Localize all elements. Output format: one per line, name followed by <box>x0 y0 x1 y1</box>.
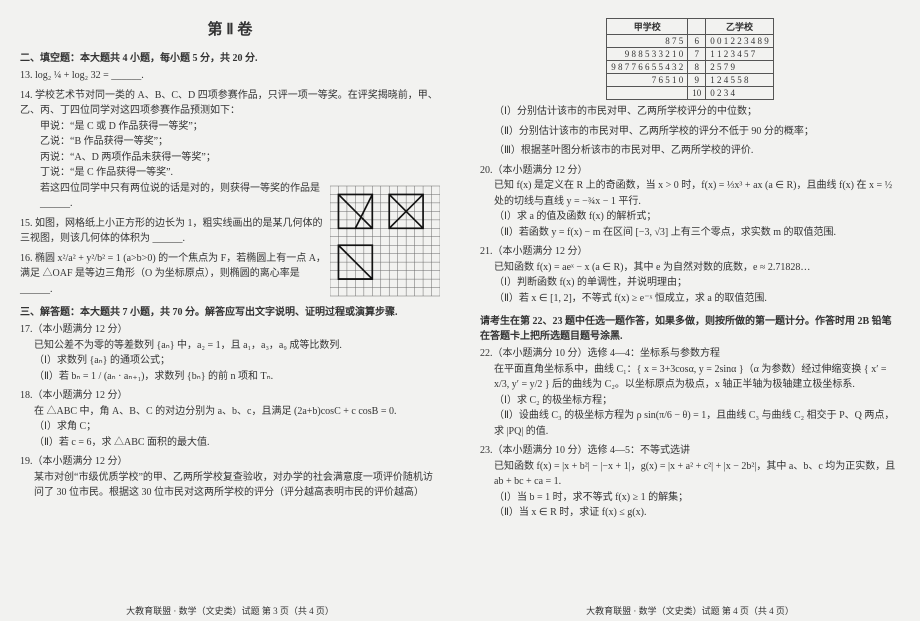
q19-ii: （Ⅱ）分别估计该市的市民对甲、乙两所学校的评分不低于 90 分的概率； <box>494 124 900 140</box>
q23: 23.（本小题满分 10 分）选修 4—5：不等式选讲 已知函数 f(x) = … <box>480 443 900 521</box>
q19-iii: （Ⅲ）根据茎叶图分析该市的市民对甲、乙两所学校的评价. <box>494 143 900 159</box>
table-row: 100 2 3 4 <box>607 87 774 100</box>
q20-i: （Ⅰ）求 a 的值及函数 f(x) 的解析式； <box>494 209 900 225</box>
q14-lead: 14. 学校艺术节对同一类的 A、B、C、D 四项参赛作品，只评一项一等奖。在评… <box>20 88 440 119</box>
choice-instruction: 请考生在第 22、23 题中任选一题作答，如果多做，则按所做的第一题计分。作答时… <box>480 312 900 342</box>
table-row: 8 7 560 0 1 2 2 3 4 8 9 <box>607 35 774 48</box>
q20: 20.（本小题满分 12 分） 已知 f(x) 是定义在 R 上的奇函数，当 x… <box>480 163 900 241</box>
q23-i: （Ⅰ）当 b = 1 时，求不等式 f(x) ≥ 1 的解集； <box>494 490 900 506</box>
q17-i: （Ⅰ）求数列 {aₙ} 的通项公式； <box>34 353 440 369</box>
table-row: 7 6 5 1 091 2 4 5 5 8 <box>607 74 774 87</box>
q23-body: 已知函数 f(x) = |x + b²| − |−x + 1|，g(x) = |… <box>494 459 900 490</box>
q23-ii: （Ⅱ）当 x ∈ R 时，求证 f(x) ≤ g(x). <box>494 505 900 521</box>
q20-ii: （Ⅱ）若函数 y = f(x) − m 在区间 [−3, √3] 上有三个零点，… <box>494 225 900 241</box>
three-view-figure <box>330 181 440 301</box>
q23-head: 23.（本小题满分 10 分）选修 4—5：不等式选讲 <box>480 443 900 459</box>
q19: 19.（本小题满分 12 分） 某市对创“市级优质学校”的甲、乙两所学校复查验收… <box>20 454 440 501</box>
q20-body: 已知 f(x) 是定义在 R 上的奇函数，当 x > 0 时，f(x) = ⅓x… <box>494 178 900 209</box>
q17-body: 已知公差不为零的等差数列 {aₙ} 中，a₂ = 1，且 a₁，a₃，a₉ 成等… <box>34 338 440 354</box>
sl-head-stem <box>688 19 706 35</box>
sl-head-right: 乙学校 <box>706 19 774 35</box>
q14-bing: 丙说：“A、D 两项作品未获得一等奖”； <box>40 150 440 166</box>
q21: 21.（本小题满分 12 分） 已知函数 f(x) = aeˣ − x (a ∈… <box>480 244 900 306</box>
q18-i: （Ⅰ）求角 C； <box>34 419 440 435</box>
sl-head-left: 甲学校 <box>607 19 688 35</box>
q18: 18.（本小题满分 12 分） 在 △ABC 中，角 A、B、C 的对边分别为 … <box>20 388 440 450</box>
q21-head: 21.（本小题满分 12 分） <box>480 244 900 260</box>
q22: 22.（本小题满分 10 分）选修 4—4：坐标系与参数方程 在平面直角坐标系中… <box>480 346 900 439</box>
table-row: 9 8 7 7 6 6 5 5 4 3 282 5 7 9 <box>607 61 774 74</box>
q22-body: 在平面直角坐标系中，曲线 C₁：{ x = 3+3cosα, y = 2sinα… <box>494 362 900 393</box>
q14: 14. 学校艺术节对同一类的 A、B、C、D 四项参赛作品，只评一项一等奖。在评… <box>20 88 440 212</box>
q18-ii: （Ⅱ）若 c = 6，求 △ABC 面积的最大值. <box>34 435 440 451</box>
page-4: 甲学校 乙学校 8 7 560 0 1 2 2 3 4 8 9 9 8 8 5 … <box>460 0 920 621</box>
footer-left: 大教育联盟 · 数学（文史类）试题 第 3 页（共 4 页） <box>0 604 460 617</box>
q22-head: 22.（本小题满分 10 分）选修 4—4：坐标系与参数方程 <box>480 346 900 362</box>
q18-head: 18.（本小题满分 12 分） <box>20 388 440 404</box>
q22-ii: （Ⅱ）设曲线 C₃ 的极坐标方程为 ρ sin(π/6 − θ) = 1，且曲线… <box>494 408 900 439</box>
q21-i: （Ⅰ）判断函数 f(x) 的单调性，并说明理由； <box>494 275 900 291</box>
section-3-heading: 三、解答题：本大题共 7 小题，共 70 分。解答应写出文字说明、证明过程或演算… <box>20 303 440 318</box>
q17-head: 17.（本小题满分 12 分） <box>20 322 440 338</box>
table-row: 9 8 8 5 3 3 2 1 071 1 2 3 4 5 7 <box>607 48 774 61</box>
q17-ii: （Ⅱ）若 bₙ = 1 / (aₙ · aₙ₊₁)，求数列 {bₙ} 的前 n … <box>34 369 440 385</box>
q21-ii: （Ⅱ）若 x ∈ [1, 2]，不等式 f(x) ≥ e⁻ˣ 恒成立，求 a 的… <box>494 291 900 307</box>
q20-head: 20.（本小题满分 12 分） <box>480 163 900 179</box>
paper-title: 第 Ⅱ 卷 <box>20 18 440 39</box>
footer-right: 大教育联盟 · 数学（文史类）试题 第 4 页（共 4 页） <box>460 604 920 617</box>
q14-ding: 丁说：“是 C 作品获得一等奖”. <box>40 165 440 181</box>
q19-head: 19.（本小题满分 12 分） <box>20 454 440 470</box>
q21-body: 已知函数 f(x) = aeˣ − x (a ∈ R)，其中 e 为自然对数的底… <box>494 260 900 276</box>
section-2-heading: 二、填空题：本大题共 4 小题，每小题 5 分，共 20 分. <box>20 49 440 64</box>
q22-i: （Ⅰ）求 C₂ 的极坐标方程； <box>494 393 900 409</box>
stem-leaf-table: 甲学校 乙学校 8 7 560 0 1 2 2 3 4 8 9 9 8 8 5 … <box>606 18 774 100</box>
q14-jia: 甲说：“是 C 或 D 作品获得一等奖”； <box>40 119 440 135</box>
page-3: 第 Ⅱ 卷 二、填空题：本大题共 4 小题，每小题 5 分，共 20 分. 13… <box>0 0 460 621</box>
q18-body: 在 △ABC 中，角 A、B、C 的对边分别为 a、b、c，且满足 (2a+b)… <box>34 404 440 420</box>
q13: 13. log₂ ¼ + log₂ 32 = ______. <box>20 68 440 84</box>
q19-body: 某市对创“市级优质学校”的甲、乙两所学校复查验收，对办学的社会满意度一项评价随机… <box>34 470 440 501</box>
q19-i: （Ⅰ）分别估计该市的市民对甲、乙两所学校评分的中位数； <box>494 104 900 120</box>
q17: 17.（本小题满分 12 分） 已知公差不为零的等差数列 {aₙ} 中，a₂ =… <box>20 322 440 384</box>
q14-yi: 乙说：“B 作品获得一等奖”； <box>40 134 440 150</box>
